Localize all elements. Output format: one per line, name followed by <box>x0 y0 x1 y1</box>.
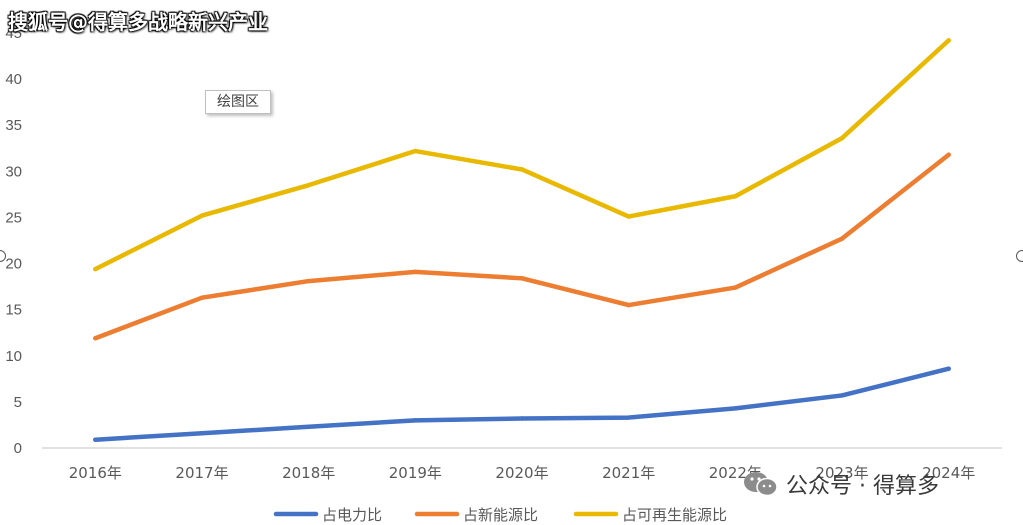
right-resize-handle[interactable] <box>1016 250 1023 262</box>
y-tick-label: 5 <box>14 394 22 411</box>
data-point[interactable] <box>93 336 98 341</box>
watermark-top: 搜狐号@得算多战略新兴产业 <box>8 10 268 34</box>
data-point[interactable] <box>946 152 951 157</box>
data-point[interactable] <box>839 393 845 398</box>
plot-area-tooltip: 绘图区 <box>205 90 271 114</box>
data-point[interactable] <box>946 38 951 43</box>
data-point[interactable] <box>519 276 525 281</box>
watermark-bottom: 公众号 · 得算多 <box>742 468 939 500</box>
x-tick-label: 2021年 <box>602 464 655 482</box>
data-point[interactable] <box>839 135 845 141</box>
data-point[interactable] <box>93 266 98 272</box>
y-tick-label: 0 <box>14 440 22 457</box>
x-axis-ticks: 2016年 2017年 2018年 2019年 2020年 2021年 2022年 2023年… <box>69 464 976 482</box>
x-tick-label: 2023年 <box>815 464 868 482</box>
y-axis-ticks: 0 5 10 15 20 25 30 35 40 45 <box>5 25 22 457</box>
wechat-icon <box>744 472 778 497</box>
series-line[interactable] <box>93 366 951 442</box>
x-tick-label: 2019年 <box>389 464 442 482</box>
data-point[interactable] <box>413 148 418 154</box>
series-lines <box>93 38 951 442</box>
data-point[interactable] <box>306 424 311 429</box>
data-point[interactable] <box>946 366 951 371</box>
x-tick-label: 2017年 <box>175 464 228 482</box>
data-point[interactable] <box>199 213 205 218</box>
y-tick-label: 35 <box>5 117 22 134</box>
data-point[interactable] <box>519 416 525 421</box>
data-point[interactable] <box>626 415 631 420</box>
data-point[interactable] <box>199 295 205 300</box>
legend-label: 占电力比 <box>322 506 382 524</box>
y-tick-label: 25 <box>5 209 22 226</box>
x-tick-label: 2020年 <box>495 464 548 482</box>
data-point[interactable] <box>413 269 418 275</box>
x-tick-label: 2016年 <box>69 464 122 482</box>
data-point[interactable] <box>733 194 738 199</box>
y-tick-label: 15 <box>5 302 22 319</box>
data-point[interactable] <box>93 437 98 442</box>
y-tick-label: 40 <box>5 71 22 88</box>
y-tick-label: 20 <box>5 256 22 273</box>
series-line[interactable] <box>93 38 951 272</box>
data-point[interactable] <box>413 418 418 423</box>
data-point[interactable] <box>626 302 631 308</box>
legend-label: 占可再生能源比 <box>622 506 727 524</box>
watermark-bottom-text: 公众号 · 得算多 <box>786 474 939 499</box>
data-point[interactable] <box>306 278 311 284</box>
x-tick-label: 2018年 <box>282 464 335 482</box>
data-point[interactable] <box>626 214 631 219</box>
y-tick-label: 10 <box>5 348 22 365</box>
data-point[interactable] <box>199 431 205 436</box>
data-point[interactable] <box>519 167 525 172</box>
data-point[interactable] <box>839 236 845 241</box>
y-tick-label: 45 <box>5 25 22 42</box>
x-tick-label: 2024年 <box>922 464 975 482</box>
y-tick-label: 30 <box>5 163 22 180</box>
data-point[interactable] <box>733 406 738 411</box>
legend[interactable]: 占电力比 占新能源比 占可再生能源比 <box>273 506 727 524</box>
series-line[interactable] <box>93 152 951 341</box>
data-point[interactable] <box>306 182 311 188</box>
data-point[interactable] <box>733 285 738 290</box>
legend-label: 占新能源比 <box>463 506 538 524</box>
